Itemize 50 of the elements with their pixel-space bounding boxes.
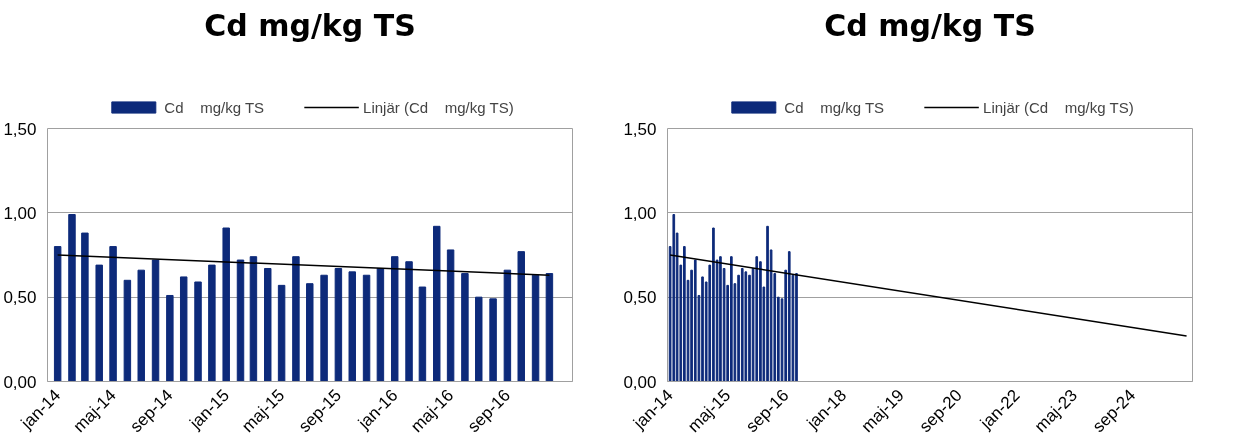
bar (53, 246, 62, 382)
bar (123, 279, 132, 382)
bar (166, 294, 174, 382)
bar (208, 264, 216, 382)
bar (517, 251, 525, 382)
bar (433, 225, 441, 382)
y-tick-label: 1,50 (623, 119, 657, 139)
bar (320, 274, 328, 382)
bar (348, 271, 356, 382)
y-tick-label: 0,00 (3, 372, 37, 392)
bar (362, 274, 371, 382)
legend-label: Cd mg/kg TS (784, 98, 885, 116)
bar (461, 273, 469, 382)
bar (531, 274, 540, 382)
bar (489, 298, 497, 382)
bar (109, 246, 117, 382)
bar (306, 283, 314, 382)
bar (264, 267, 272, 382)
bar (249, 256, 258, 382)
bar (545, 273, 554, 382)
bar (194, 281, 202, 382)
y-tick-label: 1,00 (623, 203, 657, 223)
bar (81, 232, 89, 382)
bar (503, 269, 512, 382)
bar (179, 276, 188, 382)
legend-label: Linjär (Cd mg/kg TS) (983, 98, 1134, 116)
bar (68, 214, 76, 382)
bar (405, 261, 413, 382)
bar (391, 256, 399, 382)
y-tick-label: 1,00 (3, 203, 37, 223)
bar (418, 286, 427, 382)
bar (292, 256, 300, 382)
legend-label: Cd mg/kg TS (164, 98, 265, 116)
bar (222, 227, 230, 382)
bar (376, 267, 385, 382)
bar (95, 264, 103, 382)
y-tick-label: 1,50 (3, 119, 37, 139)
legend-label: Linjär (Cd mg/kg TS) (363, 98, 514, 116)
bar (151, 259, 160, 382)
y-tick-label: 0,50 (623, 288, 657, 308)
bar (475, 296, 483, 382)
bar (446, 249, 455, 382)
chart-title: Cd mg/kg TS (824, 7, 1036, 43)
bar (137, 269, 145, 382)
chart-title: Cd mg/kg TS (204, 7, 416, 43)
y-tick-label: 0,00 (623, 372, 657, 392)
bar (277, 284, 286, 382)
y-tick-label: 0,50 (3, 288, 37, 308)
bar (236, 259, 245, 382)
bar (334, 267, 343, 382)
